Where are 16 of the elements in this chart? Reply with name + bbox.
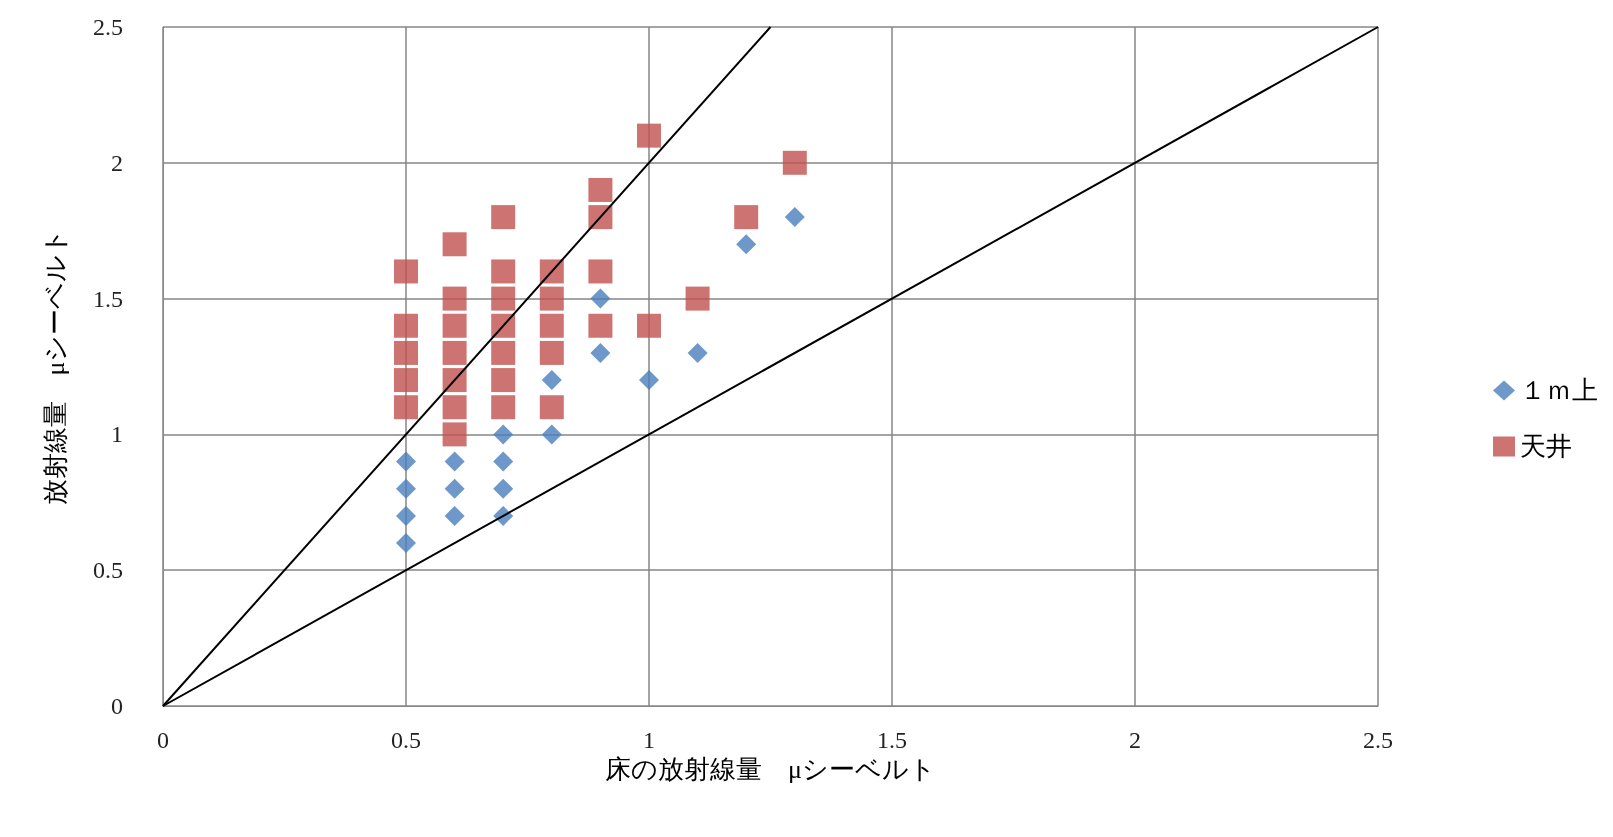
y-tick-label: 0 bbox=[111, 693, 123, 719]
y-tick-label: 0.5 bbox=[93, 557, 123, 584]
x-tick-label: 2 bbox=[1129, 727, 1141, 753]
y-tick-label: 2.5 bbox=[93, 14, 123, 40]
x-tick-label: 2.5 bbox=[1363, 727, 1393, 753]
x-tick-label: 1 bbox=[643, 727, 655, 753]
y-axis-title: 放射線量 μシーベルト bbox=[40, 227, 70, 506]
x-tick-label: 0.5 bbox=[391, 727, 421, 753]
y-tick-label: 1 bbox=[111, 421, 123, 448]
y-tick-label: 1.5 bbox=[93, 285, 123, 312]
x-tick-label: 0 bbox=[157, 727, 169, 753]
x-axis-title: 床の放射線量 μシーベルト bbox=[605, 755, 936, 785]
legend-label: １ｍ上 bbox=[1520, 376, 1598, 405]
y-tick-label: 2 bbox=[111, 149, 123, 176]
x-tick-label: 1.5 bbox=[877, 727, 907, 753]
legend-label: 天井 bbox=[1520, 432, 1572, 461]
